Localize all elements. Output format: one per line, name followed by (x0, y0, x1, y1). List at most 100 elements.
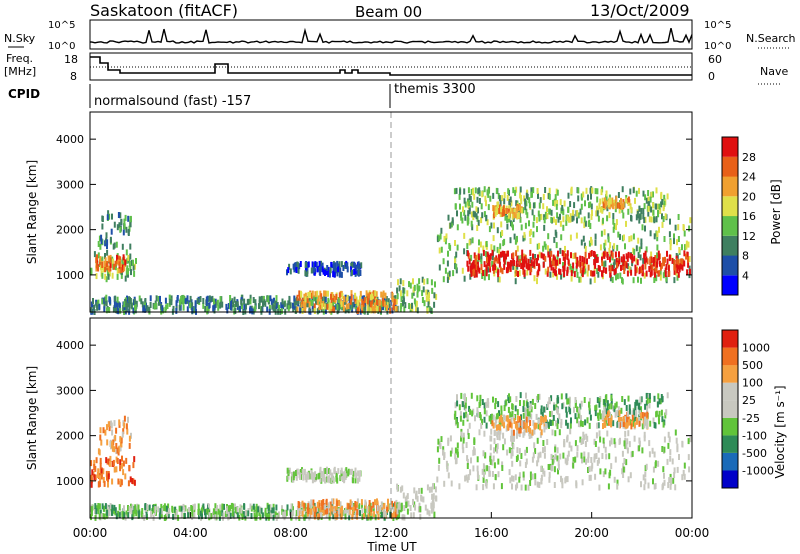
data-cell (572, 462, 575, 469)
data-cell (115, 241, 118, 248)
data-cell (118, 267, 121, 274)
data-cell (271, 507, 274, 514)
data-cell (415, 490, 418, 497)
data-cell (687, 241, 690, 248)
data-cell (605, 453, 608, 460)
data-cell (533, 442, 536, 449)
data-cell (688, 225, 691, 232)
data-cell (99, 462, 102, 469)
data-cell (594, 188, 597, 195)
freq-tick-top: 18 (64, 53, 78, 66)
data-cell (100, 467, 103, 474)
data-cell (676, 254, 679, 261)
data-cell (641, 423, 644, 430)
data-cell (340, 467, 343, 474)
nsearch-label: N.Search (746, 32, 796, 45)
data-cell (488, 274, 490, 281)
data-cell (631, 450, 634, 457)
data-cell (576, 260, 579, 267)
data-cell (578, 407, 581, 414)
data-cell (669, 244, 672, 251)
data-cell (437, 464, 440, 471)
data-cell (505, 425, 508, 432)
data-cell (243, 503, 246, 510)
data-cell (299, 307, 302, 314)
data-cell (635, 417, 638, 424)
data-cell (408, 303, 411, 309)
data-cell (544, 415, 547, 422)
data-cell (686, 251, 689, 258)
data-cell (406, 493, 409, 500)
data-cell (666, 258, 669, 265)
data-cell (610, 437, 613, 444)
data-cell (588, 219, 591, 226)
data-cell (517, 423, 520, 430)
data-cell (494, 210, 497, 217)
data-cell (423, 300, 426, 307)
data-cell (199, 296, 202, 302)
data-cell (582, 262, 585, 269)
data-cell (544, 268, 547, 275)
data-cell (593, 270, 596, 277)
data-cell (468, 208, 471, 215)
data-cell (502, 240, 505, 247)
data-cell (647, 482, 650, 489)
data-cell (648, 204, 651, 211)
data-cell (126, 301, 129, 308)
data-cell (571, 266, 574, 272)
data-cell (480, 264, 483, 270)
data-cell (465, 442, 468, 448)
data-cell (634, 404, 637, 411)
data-cell (481, 212, 484, 219)
data-cell (438, 457, 441, 464)
data-cell (119, 226, 122, 233)
data-cell (490, 428, 493, 435)
data-cell (522, 406, 525, 412)
date-title: 13/Oct/2009 (590, 1, 690, 20)
data-cell (117, 212, 120, 218)
y-tick-label: 4000 (56, 339, 84, 352)
data-cell (450, 221, 453, 228)
data-cell (129, 298, 132, 304)
data-cell (117, 301, 120, 308)
data-cell (267, 504, 270, 511)
data-cell (596, 256, 599, 263)
data-cell (619, 233, 621, 240)
data-cell (170, 295, 173, 302)
data-cell (301, 298, 304, 305)
data-cell (106, 261, 109, 267)
data-cell (514, 405, 517, 412)
data-cell (635, 245, 638, 252)
data-cell (221, 505, 224, 512)
data-cell (485, 200, 487, 207)
data-cell (681, 264, 684, 271)
data-cell (586, 417, 589, 424)
data-cell (565, 393, 568, 400)
data-cell (481, 418, 483, 425)
data-cell (97, 241, 100, 247)
data-cell (540, 415, 543, 422)
data-cell (498, 416, 501, 423)
data-cell (610, 395, 613, 401)
data-cell (554, 259, 557, 266)
data-cell (657, 250, 660, 257)
data-cell (472, 465, 475, 472)
data-cell (680, 263, 682, 270)
data-cell (524, 204, 527, 211)
data-cell (504, 208, 507, 214)
x-axis-label: Time UT (366, 540, 417, 554)
data-cell (115, 466, 118, 473)
data-cell (171, 507, 174, 514)
data-cell (613, 269, 616, 275)
data-cell (609, 198, 612, 205)
data-cell (286, 269, 288, 276)
data-cell (474, 255, 477, 262)
data-cell (579, 276, 582, 283)
data-cell (618, 251, 620, 258)
power-data-cells (90, 186, 692, 315)
data-cell (621, 186, 624, 193)
data-cell (351, 501, 353, 508)
data-cell (521, 254, 524, 261)
data-cell (582, 438, 585, 444)
